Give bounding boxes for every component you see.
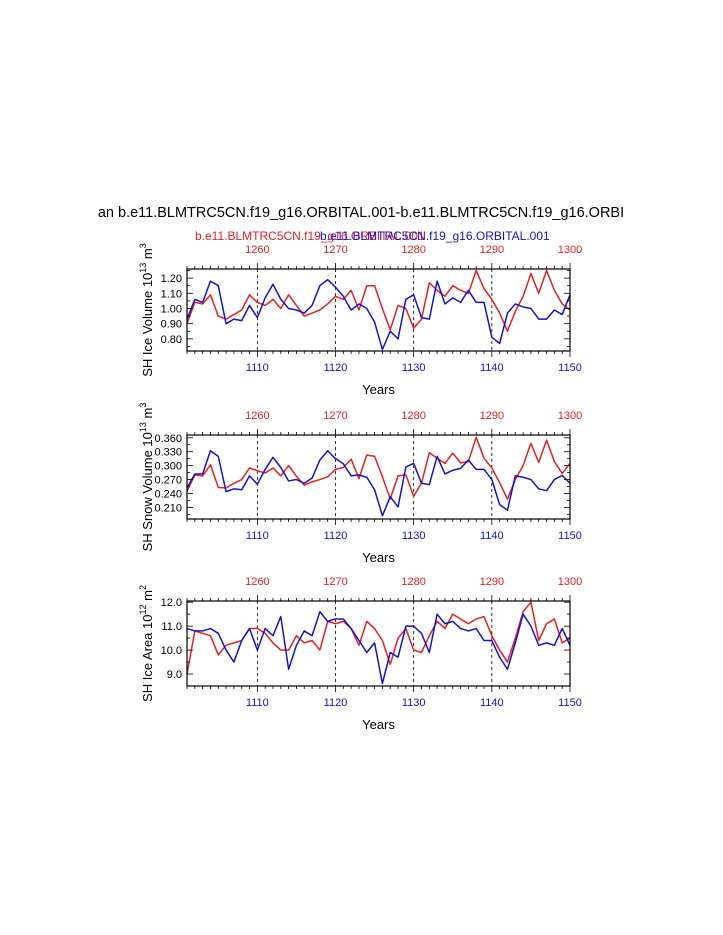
y-tick-label: 0.80 [161,334,182,346]
y-tick-label: 11.0 [161,621,182,633]
x-tick-label-bottom: 1150 [558,697,582,709]
y-tick-label: 0.210 [154,502,182,514]
x-tick-label-bottom: 1150 [558,530,582,542]
x-tick-label-bottom: 1110 [246,530,269,542]
x-tick-label-top: 1300 [558,410,582,422]
y-axis-title-part: 3 [138,243,148,248]
y-axis-title-part: m [140,590,155,604]
chart-title: an b.e11.BLMTRC5CN.f19_g16.ORBITAL.001-b… [98,205,624,221]
x-tick-label-bottom: 1140 [480,362,504,374]
y-axis-title-part: 13 [138,263,148,273]
x-tick-label-bottom: 1150 [558,362,582,374]
x-tick-label-top: 1300 [558,576,582,588]
y-axis-title-part: SH Ice Volume 10 [140,273,155,377]
y-axis-title-part: 2 [138,585,148,590]
series-line-red [186,436,571,500]
y-tick-label: 0.330 [154,447,182,459]
y-tick-label: 1.20 [161,273,182,285]
x-tick-label-bottom: 1140 [480,697,504,709]
y-tick-label: 0.90 [161,319,182,331]
x-tick-label-top: 1270 [323,244,347,256]
series-line-blue [186,611,571,685]
legend-blue-label: b.e11.BLMTRC5CN.f19_g16.ORBITAL.001 [320,229,550,243]
x-tick-label-top: 1280 [401,576,425,588]
y-axis-title: SH Ice Area 1012 m2 [138,585,155,702]
x-tick-label-bottom: 1120 [324,362,348,374]
y-tick-label: 0.360 [154,433,182,445]
x-tick-label-bottom: 1130 [402,362,426,374]
x-tick-label-top: 1290 [480,244,504,256]
series-line-blue [186,450,571,517]
x-tick-label-top: 1290 [480,576,504,588]
x-tick-label-bottom: 1130 [402,697,426,709]
y-axis-title-part: m [140,248,155,262]
x-tick-label-bottom: 1120 [324,530,348,542]
x-tick-label-bottom: 1110 [246,697,269,709]
chart-panel-2: 1110 1120 1130 1140 1150 1260 1270 1280 1290 1300… [138,403,582,565]
chart-panel-1: 1110 1120 1130 1140 1150 1260 1270 1280 1290 1300… [138,243,582,397]
x-axis-title: Years [362,550,395,565]
y-axis-title: SH Snow Volume 1013 m3 [138,403,155,552]
y-tick-label: 0.300 [154,461,182,473]
plot-frame [186,600,571,687]
y-tick-label: 10.0 [161,645,182,657]
y-axis-title: SH Ice Volume 1013 m3 [138,243,155,377]
y-axis-title-part: m [140,408,155,422]
series-line-blue [186,278,571,351]
y-tick-label: 0.240 [154,488,182,500]
y-tick-label: 9.0 [167,669,182,681]
x-tick-label-top: 1280 [401,410,425,422]
x-tick-label-bottom: 1120 [324,697,348,709]
x-tick-label-top: 1270 [323,576,347,588]
legend-red-label: b.e11.BLMTRC5CN.f19_g16.ORBITAL.001 [195,229,425,243]
chart-panel-3: 1110 1120 1130 1140 1150 1260 1270 1280 1290 1300… [138,576,582,732]
x-tick-label-top: 1280 [401,244,425,256]
x-tick-label-top: 1300 [558,244,582,256]
x-tick-label-top: 1270 [323,410,347,422]
x-tick-label-top: 1260 [245,576,269,588]
plot-frame [186,434,571,520]
x-tick-label-top: 1260 [245,410,269,422]
plot-frame [186,268,571,352]
series-line-red [186,269,571,333]
x-tick-label-bottom: 1130 [402,530,426,542]
y-tick-label: 0.270 [154,475,182,487]
y-tick-label: 12.0 [161,597,182,609]
y-axis-title-part: SH Snow Volume 10 [140,432,155,551]
x-tick-label-bottom: 1110 [246,362,269,374]
y-axis-title-part: 3 [138,403,148,408]
y-tick-label: 1.10 [161,288,182,300]
x-tick-label-top: 1290 [480,410,504,422]
y-tick-label: 1.00 [161,303,182,315]
series-line-red [186,601,571,675]
y-axis-title-part: SH Ice Area 10 [140,615,155,702]
x-axis-title: Years [362,717,395,732]
y-axis-title-part: 13 [138,422,148,432]
x-tick-label-bottom: 1140 [480,530,504,542]
x-tick-label-top: 1260 [245,244,269,256]
x-axis-title: Years [362,382,395,397]
y-axis-title-part: 12 [138,605,148,615]
